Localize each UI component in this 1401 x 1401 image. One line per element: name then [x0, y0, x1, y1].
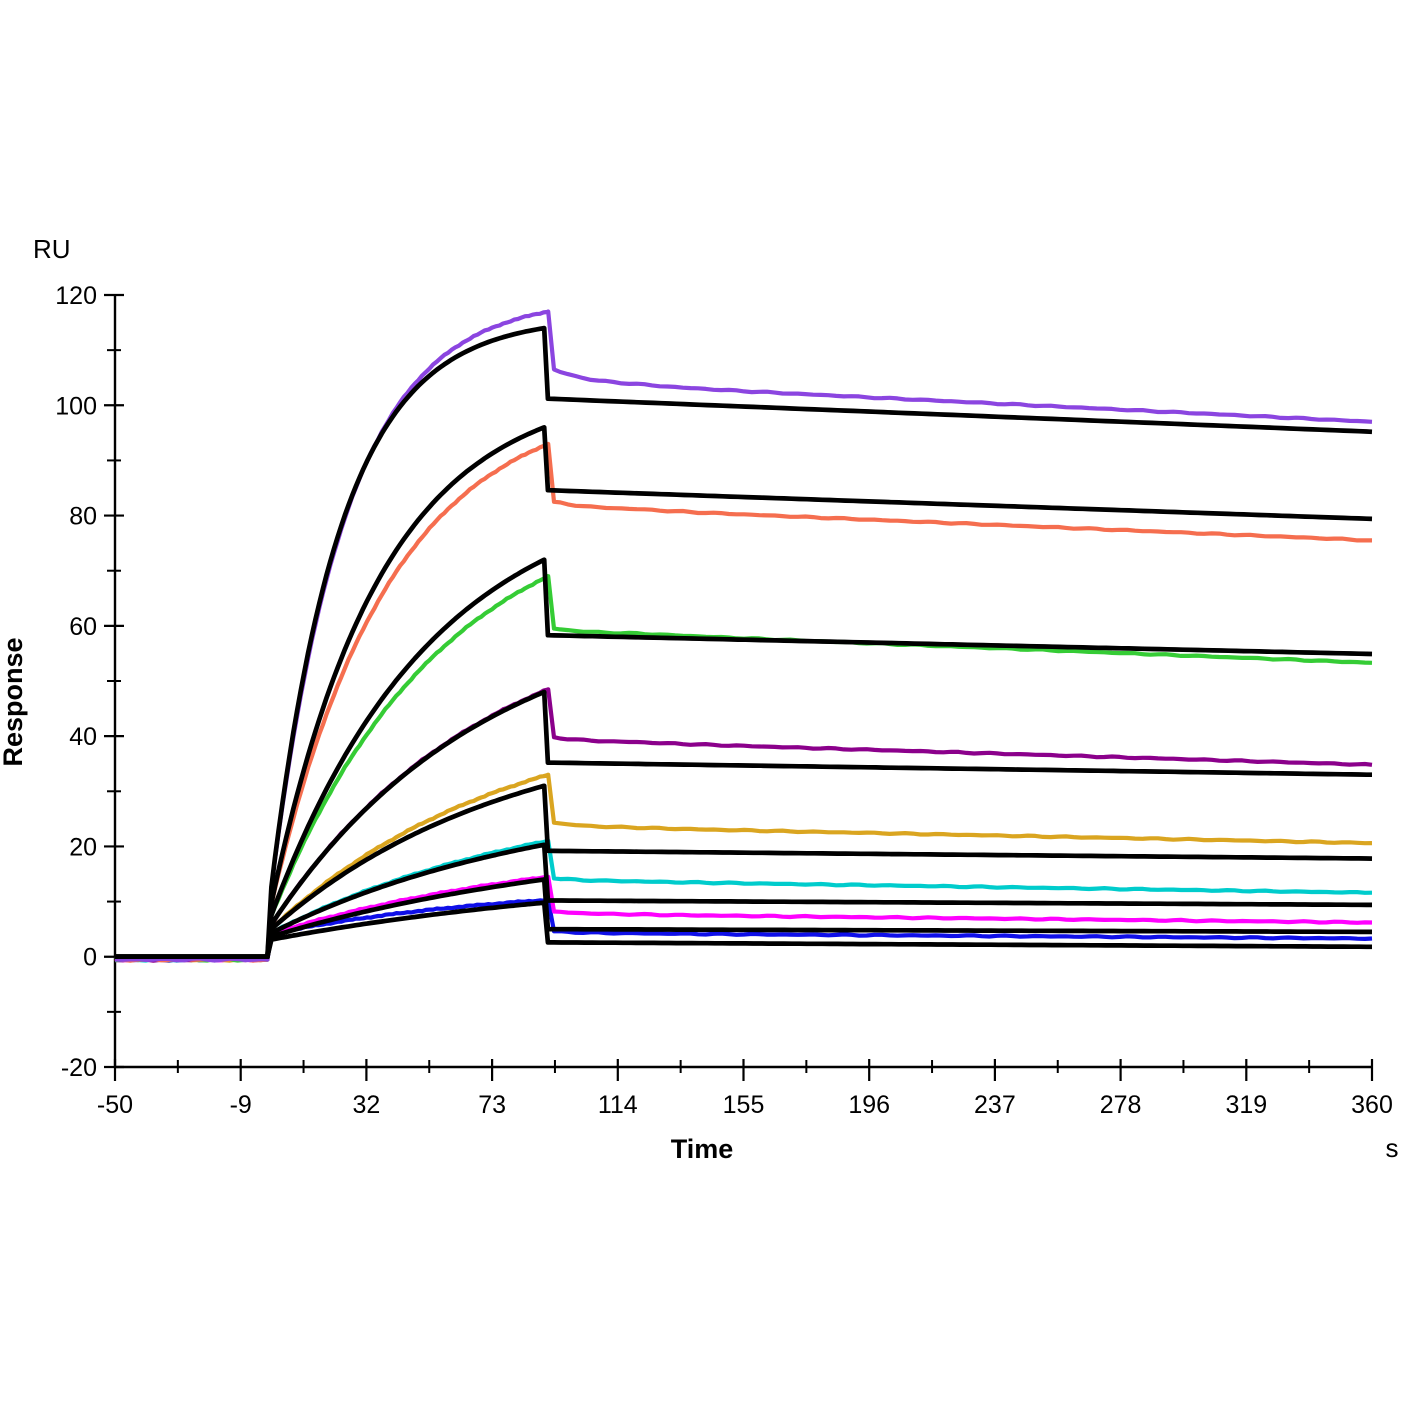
- fit-curve-magenta: [115, 877, 1372, 960]
- fit-curve-green: [115, 557, 1373, 960]
- y-tick-label: 60: [69, 613, 97, 641]
- x-tick-label: 237: [974, 1091, 1016, 1119]
- x-tick-label: 196: [848, 1091, 890, 1119]
- x-tick-label: 155: [723, 1091, 765, 1119]
- y-tick-label: 120: [55, 282, 97, 310]
- x-tick-label: -50: [97, 1091, 133, 1119]
- fit-curve-salmon: [115, 424, 1373, 960]
- y-tick-label: 100: [55, 392, 97, 420]
- sensorgram-curve-salmon: [114, 441, 1373, 963]
- y-tick-label: 20: [69, 833, 97, 861]
- x-tick-label: 73: [478, 1091, 506, 1119]
- x-tick-label: 360: [1351, 1091, 1393, 1119]
- x-tick-label: -9: [230, 1091, 252, 1119]
- x-axis-title: Time: [671, 1134, 734, 1164]
- sensorgram-curve-magenta: [114, 874, 1373, 963]
- x-tick-label: 32: [352, 1091, 380, 1119]
- fit-curve-dark-magenta: [115, 689, 1372, 960]
- y-tick-label: -20: [61, 1054, 97, 1082]
- y-tick-label: 40: [69, 723, 97, 751]
- fit-curve-gold: [115, 783, 1373, 960]
- fit-curve-blue: [115, 900, 1372, 960]
- axes: 120 100 80 60 40 20 0 -20-50 -9 32 73 114 155 196 237 2…: [55, 282, 1393, 1119]
- curves: [114, 309, 1373, 963]
- y-tick-label: 80: [69, 503, 97, 531]
- y-tick-label: 0: [83, 944, 97, 972]
- x-tick-label: 278: [1100, 1091, 1142, 1119]
- y-axis-unit-label: RU: [33, 234, 71, 264]
- y-axis-title: Response: [0, 637, 28, 766]
- x-tick-label: 114: [598, 1091, 638, 1119]
- x-tick-label: 319: [1225, 1091, 1267, 1119]
- axis-text: RU Response Time s: [0, 234, 1399, 1164]
- fit-curve-violet: [115, 325, 1373, 960]
- fit-curve-cyan: [115, 842, 1372, 960]
- x-axis-unit-label: s: [1386, 1133, 1399, 1163]
- sensorgram-curve-green: [114, 574, 1373, 963]
